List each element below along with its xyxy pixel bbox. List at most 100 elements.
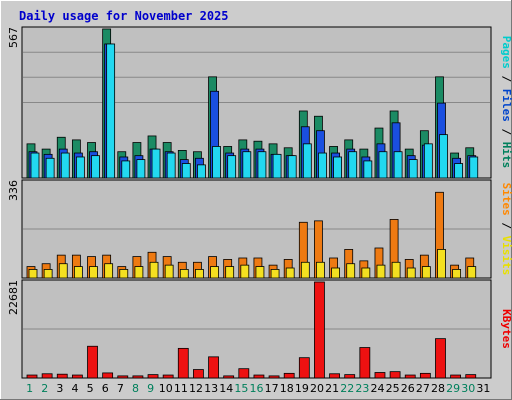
bar-kbytes-kbytes-day-27 [419, 372, 431, 379]
bar-hits-pages-day-29 [454, 163, 464, 179]
panel-visits-legend: Sites / Visits [500, 183, 512, 276]
legend-separator: / [500, 69, 512, 89]
bar-visits-visits-day-15 [240, 264, 250, 279]
day-label-26: 26 [401, 382, 415, 395]
bar-hits-pages-day-8 [136, 159, 146, 179]
day-labels: 1 2 3 4 5 6 7 8 9 10 11 12 13 14 15 16 17 18 19 20 21 22 23 24 2… [26, 382, 490, 395]
day-label-17: 17 [265, 382, 279, 395]
bar-visits-visits-day-24 [376, 264, 386, 279]
day-label-28: 28 [431, 382, 445, 395]
bar-hits-pages-day-20 [318, 152, 327, 179]
panel-hits-ymax-label: 567 [7, 27, 20, 48]
bar-hits-pages-day-2 [45, 157, 55, 179]
panel-kbytes-legend: KBytes [500, 309, 512, 349]
bar-visits-visits-day-8 [134, 266, 144, 279]
bar-kbytes-kbytes-day-2 [41, 373, 53, 379]
bar-kbytes-kbytes-day-21 [329, 373, 340, 379]
bar-hits-pages-day-26 [408, 159, 418, 179]
chart-title: Daily usage for November 2025 [19, 9, 229, 23]
bar-kbytes-kbytes-day-5 [87, 345, 98, 379]
panel-kbytes-ymax-label: 22681 [7, 280, 20, 315]
legend-separator: / [500, 122, 512, 142]
bar-kbytes-kbytes-day-7 [117, 375, 129, 379]
bar-hits-pages-day-28 [439, 134, 448, 179]
bar-hits-pages-day-15 [242, 151, 252, 179]
bar-kbytes-kbytes-day-17 [268, 375, 280, 379]
bar-visits-visits-day-20 [316, 261, 325, 279]
day-label-15: 15 [234, 382, 248, 395]
bar-kbytes-kbytes-day-22 [344, 374, 356, 379]
day-label-9: 9 [147, 382, 154, 395]
bar-hits-pages-day-21 [333, 156, 342, 179]
bar-kbytes-kbytes-day-15 [238, 368, 250, 379]
bar-hits-pages-day-30 [469, 156, 479, 179]
bar-hits-pages-day-17 [272, 153, 282, 179]
bar-visits-visits-day-6 [104, 263, 114, 279]
bar-visits-visits-day-29 [452, 269, 462, 279]
bar-visits-visits-day-2 [43, 269, 53, 279]
bar-visits-visits-day-26 [406, 267, 416, 279]
bar-hits-pages-day-11 [181, 163, 191, 179]
day-label-22: 22 [340, 382, 354, 395]
day-label-21: 21 [325, 382, 339, 395]
bar-kbytes-kbytes-day-6 [102, 372, 114, 379]
bar-visits-visits-day-7 [119, 269, 129, 279]
day-label-8: 8 [132, 382, 139, 395]
bar-kbytes-kbytes-day-1 [26, 374, 38, 379]
day-label-30: 30 [461, 382, 475, 395]
legend-separator: / [500, 216, 512, 236]
day-label-2: 2 [41, 382, 48, 395]
bar-visits-visits-day-21 [331, 267, 340, 279]
bar-hits-pages-day-16 [257, 151, 267, 179]
panel-kbytes: 22681 KBytes [7, 279, 512, 379]
bar-hits-pages-day-4 [75, 156, 85, 179]
day-label-12: 12 [189, 382, 203, 395]
bar-visits-visits-day-28 [437, 249, 446, 279]
bar-visits-visits-day-3 [58, 263, 68, 279]
day-label-31: 31 [476, 382, 490, 395]
bar-kbytes-kbytes-day-29 [450, 374, 462, 379]
day-label-16: 16 [250, 382, 264, 395]
bar-visits-visits-day-12 [195, 269, 204, 279]
bar-visits-visits-day-4 [73, 266, 83, 279]
bar-kbytes-kbytes-day-10 [162, 374, 174, 379]
bar-visits-visits-day-13 [210, 266, 219, 279]
day-label-14: 14 [219, 382, 233, 395]
panel-visits: 336 Sites / Visits [7, 179, 512, 279]
legend-item-hits: Hits [500, 142, 512, 169]
day-label-11: 11 [174, 382, 188, 395]
bar-hits-pages-day-22 [348, 151, 358, 179]
legend-item-kbytes: KBytes [500, 309, 512, 349]
bar-hits-pages-day-25 [393, 151, 403, 179]
day-label-23: 23 [355, 382, 369, 395]
day-label-27: 27 [416, 382, 430, 395]
bar-hits-pages-day-9 [151, 148, 161, 179]
bar-kbytes-kbytes-day-24 [374, 372, 386, 379]
bar-visits-visits-day-16 [255, 266, 265, 279]
day-label-25: 25 [386, 382, 400, 395]
day-label-29: 29 [446, 382, 460, 395]
bar-visits-visits-day-10 [164, 264, 174, 279]
bar-kbytes-kbytes-day-8 [132, 375, 144, 379]
bar-visits-visits-day-9 [149, 261, 159, 279]
bar-kbytes-kbytes-day-9 [147, 374, 159, 379]
day-label-3: 3 [56, 382, 63, 395]
day-label-7: 7 [117, 382, 124, 395]
bar-hits-pages-day-1 [30, 152, 40, 179]
bar-hits-pages-day-7 [121, 160, 131, 179]
bar-visits-visits-day-11 [179, 269, 189, 279]
bar-kbytes-kbytes-day-11 [177, 347, 189, 379]
bar-visits-visits-day-23 [361, 267, 371, 279]
bar-visits-visits-day-30 [467, 266, 477, 279]
bar-hits-pages-day-13 [212, 146, 221, 179]
day-label-18: 18 [280, 382, 294, 395]
bar-visits-visits-day-1 [28, 269, 38, 279]
bar-kbytes-kbytes-day-12 [193, 369, 204, 379]
legend-item-pages: Pages [500, 36, 512, 69]
bar-visits-visits-day-25 [391, 261, 401, 279]
bar-kbytes-kbytes-day-26 [404, 374, 416, 379]
bar-kbytes-kbytes-day-14 [223, 375, 235, 379]
bar-visits-visits-day-5 [89, 266, 98, 279]
panel-hits: 567 Pages / Files / Hits [7, 26, 512, 179]
